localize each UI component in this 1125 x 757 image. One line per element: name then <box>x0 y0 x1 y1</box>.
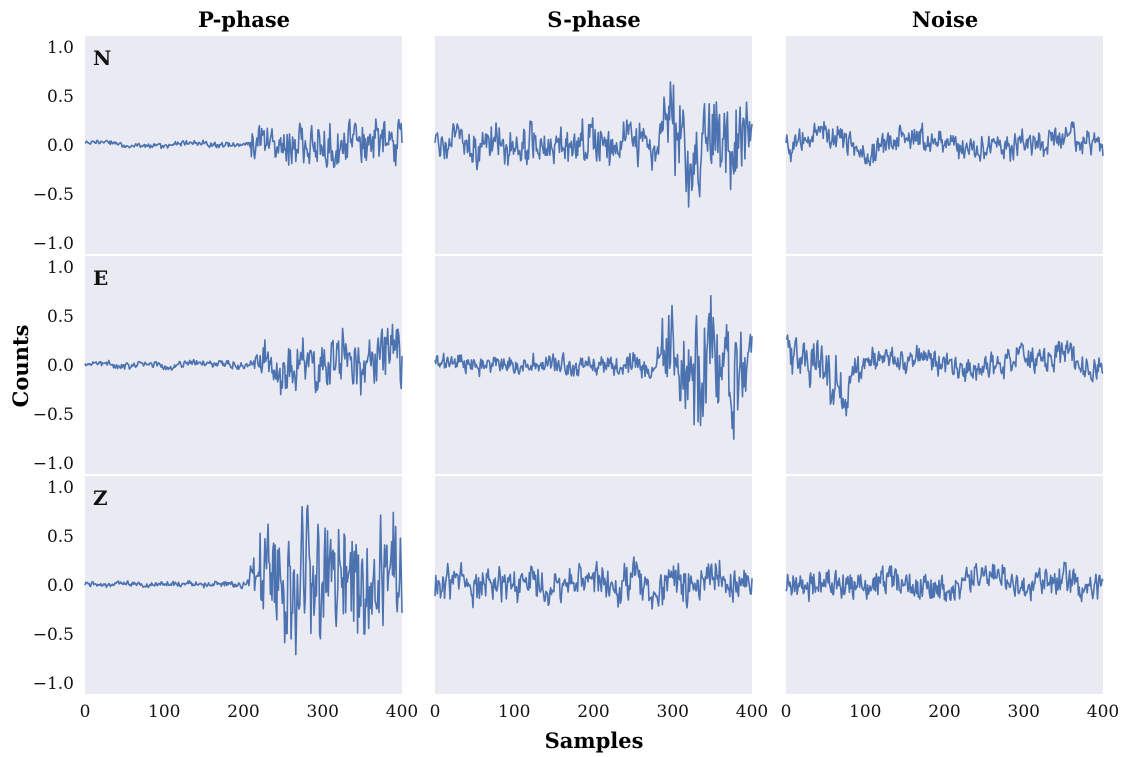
y-tick-label: 0.5 <box>47 87 74 107</box>
column-title-s-phase: S-phase <box>547 7 640 32</box>
x-tick-label: 400 <box>736 702 768 722</box>
x-tick-label: 300 <box>307 702 339 722</box>
x-tick-label: 400 <box>1087 702 1119 722</box>
x-tick-label: 100 <box>849 702 881 722</box>
y-tick-label: −0.5 <box>33 405 74 425</box>
y-tick-label: 0.0 <box>47 136 74 156</box>
x-tick-label: 400 <box>386 702 418 722</box>
series-line-z-pphase <box>84 504 403 656</box>
column-title-p-phase: P-phase <box>198 7 290 32</box>
x-tick-label: 0 <box>430 702 441 722</box>
x-tick-label: 0 <box>80 702 91 722</box>
series-line-n-pphase <box>84 118 403 169</box>
series-line-n-noise <box>785 121 1104 167</box>
series-line-z-sphase <box>434 556 753 610</box>
y-tick-label: 0.0 <box>47 576 74 596</box>
panels-group: N 1.0 0.5 0.0 −0.5 −1.0 E 1.0 0.5 0.0 −0.5 −1.0 Z 1.0… <box>33 36 1119 722</box>
y-tick-label: 1.0 <box>47 258 74 278</box>
y-tick-label: −1.0 <box>33 234 74 254</box>
x-tick-label: 200 <box>928 702 960 722</box>
y-tick-label: 0.5 <box>47 307 74 327</box>
y-tick-label: −1.0 <box>33 674 74 694</box>
y-tick-label: 0.0 <box>47 356 74 376</box>
column-title-noise: Noise <box>912 7 978 32</box>
y-tick-label: 0.5 <box>47 527 74 547</box>
y-axis-label: Counts <box>8 325 33 408</box>
x-tick-label: 300 <box>657 702 689 722</box>
series-line-n-sphase <box>434 81 753 208</box>
x-axis-label: Samples <box>545 728 644 753</box>
y-tick-label: 1.0 <box>47 38 74 58</box>
y-tick-label: −0.5 <box>33 185 74 205</box>
series-line-e-pphase <box>84 323 403 396</box>
x-tick-label: 100 <box>498 702 530 722</box>
y-tick-label: −0.5 <box>33 625 74 645</box>
row-label-e: E <box>93 266 108 290</box>
x-tick-label: 100 <box>148 702 180 722</box>
series-line-e-sphase <box>434 294 753 440</box>
x-tick-label: 300 <box>1008 702 1040 722</box>
y-tick-label: −1.0 <box>33 454 74 474</box>
x-tick-label: 200 <box>227 702 259 722</box>
x-tick-label: 0 <box>781 702 792 722</box>
x-tick-label: 200 <box>577 702 609 722</box>
row-label-z: Z <box>93 486 108 510</box>
y-tick-label: 1.0 <box>47 478 74 498</box>
series-line-z-noise <box>785 561 1104 603</box>
row-label-n: N <box>93 46 111 70</box>
series-line-e-noise <box>785 334 1104 417</box>
